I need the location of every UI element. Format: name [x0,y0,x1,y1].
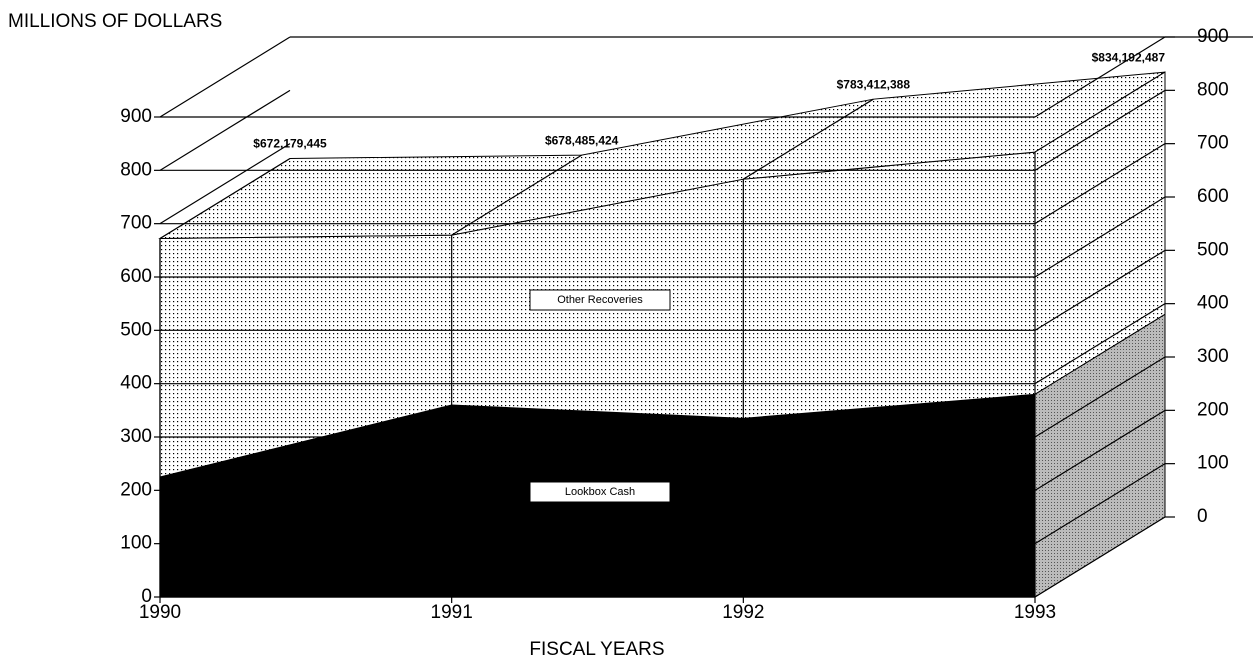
total-label: $672,179,445 [253,137,327,151]
y-tick-label: 800 [120,159,152,180]
legend-label: Lookbox Cash [565,486,635,498]
total-label: $783,412,388 [837,77,911,91]
legend-label: Other Recoveries [557,294,643,306]
y2-tick-label: 900 [1197,26,1229,47]
total-label: $678,485,424 [545,133,619,147]
y2-tick-label: 600 [1197,186,1229,207]
grid-line [1034,196,1166,278]
top-edge [743,98,874,180]
y-tick-label: 300 [120,426,152,447]
y2-tick-label: 300 [1197,346,1229,367]
y2-tick-label: 100 [1197,453,1229,474]
top-edge [159,157,291,240]
y-tick-label: 400 [120,373,152,394]
grid-line [1034,516,1166,598]
y-tick-label: 100 [120,533,152,554]
total-label: $834,192,487 [1092,50,1166,64]
y2-tick-label: 400 [1197,293,1229,314]
legend-box [529,481,671,503]
legend-box [529,289,671,311]
grid-line [1034,303,1166,385]
grid-line [1034,36,1166,118]
grid-line [159,89,291,171]
grid-line [1034,89,1166,171]
y-tick-label: 0 [141,586,152,607]
grid-line [1034,356,1166,438]
grid-line [1034,143,1166,225]
grid-line [1034,249,1166,331]
grid-line [159,143,291,225]
y2-tick-label: 800 [1197,79,1229,100]
y-tick-label: 500 [120,319,152,340]
x-tick-label: 1991 [431,602,473,623]
grid-line [1034,463,1166,545]
grid-line [159,36,291,118]
x-tick-label: 1990 [139,602,181,623]
y2-tick-label: 500 [1197,239,1229,260]
x-tick-label: 1993 [1014,602,1056,623]
y-tick-label: 700 [120,213,152,234]
x-tick-label: 1992 [722,602,764,623]
top-edge [451,154,582,236]
y2-tick-label: 200 [1197,399,1229,420]
y-tick-label: 900 [120,106,152,127]
y2-tick-label: 0 [1197,506,1208,527]
y-tick-label: 200 [120,479,152,500]
x-axis-title: FISCAL YEARS [529,639,664,660]
y-axis-title: MILLIONS OF DOLLARS [8,11,222,32]
grid-line [1034,409,1166,491]
y2-tick-label: 700 [1197,133,1229,154]
y-tick-label: 600 [120,266,152,287]
